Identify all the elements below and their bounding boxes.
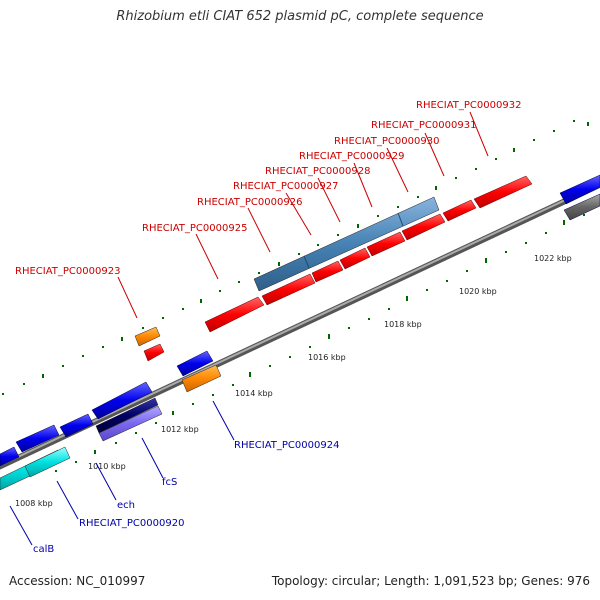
gene-label[interactable]: RHECIAT_PC0000926 — [197, 197, 302, 208]
gene-label[interactable]: RHECIAT_PC0000932 — [416, 100, 521, 111]
upper-tick-track — [2, 120, 589, 395]
gene-label[interactable]: RHECIAT_PC0000929 — [299, 151, 404, 162]
gene-label[interactable]: fcS — [162, 477, 177, 488]
top-gene-labels: RHECIAT_PC0000923 RHECIAT_PC0000925 RHEC… — [15, 100, 521, 277]
forward-strand-genes — [143, 175, 533, 362]
gene-arrow-forward — [143, 343, 165, 362]
gene-label[interactable]: RHECIAT_PC0000925 — [142, 223, 247, 234]
reverse-strand-genes — [0, 174, 600, 467]
scale-label: 1012 kbp — [161, 425, 199, 434]
gene-label[interactable]: RHECIAT_PC0000920 — [79, 518, 184, 529]
gene-label[interactable]: ech — [117, 500, 135, 511]
gene-arrow-forward — [261, 273, 316, 306]
gene-arrow-forward — [473, 175, 533, 209]
scale-label: 1014 kbp — [235, 389, 273, 398]
scale-label: 1018 kbp — [384, 320, 422, 329]
gene-arrow-reverse — [559, 174, 600, 205]
map-title: Rhizobium etli CIAT 652 plasmid pC, comp… — [116, 9, 484, 24]
bottom-leader-lines — [9, 400, 235, 546]
scale-label: 1016 kbp — [308, 353, 346, 362]
gene-arrow-forward — [442, 199, 477, 222]
top-leader-lines — [117, 111, 489, 319]
gene-arrow-forward — [339, 247, 371, 270]
lower-tick-track — [55, 214, 585, 472]
bottom-gene-labels: RHECIAT_PC0000924 fcS ech RHECIAT_PC0000… — [33, 440, 339, 555]
gene-label[interactable]: RHECIAT_PC0000931 — [371, 120, 476, 131]
gene-label[interactable]: calB — [33, 544, 54, 555]
outer-reverse-genes — [0, 364, 222, 491]
gene-arrow-gray — [563, 193, 600, 221]
scale-label: 1020 kbp — [459, 287, 497, 296]
gene-arrow-lavender — [98, 405, 163, 442]
gene-label[interactable]: RHECIAT_PC0000928 — [265, 166, 370, 177]
gene-arrow-orange — [134, 326, 161, 347]
gene-label[interactable]: RHECIAT_PC0000924 — [234, 440, 339, 451]
gene-label[interactable]: RHECIAT_PC0000923 — [15, 266, 120, 277]
accession-text: Accession: NC_010997 — [9, 574, 146, 588]
gene-arrow-navy — [95, 397, 159, 434]
gene-label[interactable]: RHECIAT_PC0000927 — [233, 181, 338, 192]
gene-arrow-forward — [311, 260, 344, 283]
gene-arrow-forward — [401, 213, 446, 241]
scale-labels: 1008 kbp 1010 kbp 1012 kbp 1014 kbp 1016… — [15, 254, 572, 508]
gene-arrow-reverse — [0, 446, 20, 467]
topology-text: Topology: circular; Length: 1,091,523 bp… — [271, 574, 590, 588]
gene-arrow-steelblue — [253, 196, 440, 292]
scale-label: 1008 kbp — [15, 499, 53, 508]
gene-arrow-reverse — [176, 350, 214, 377]
scale-label: 1022 kbp — [534, 254, 572, 263]
gene-label[interactable]: RHECIAT_PC0000930 — [334, 136, 439, 147]
gene-arrow-forward — [204, 296, 265, 333]
gene-arrow-reverse — [59, 413, 94, 438]
gene-arrow-reverse — [15, 424, 60, 453]
scale-label: 1010 kbp — [88, 462, 126, 471]
gene-arrow-forward — [366, 231, 406, 257]
gene-arrow-reverse — [91, 381, 153, 420]
gene-arrow-orange — [181, 364, 222, 393]
backbone-line — [0, 181, 600, 470]
outer-forward-genes — [134, 196, 440, 347]
gene-arrow-cyan — [24, 446, 71, 478]
